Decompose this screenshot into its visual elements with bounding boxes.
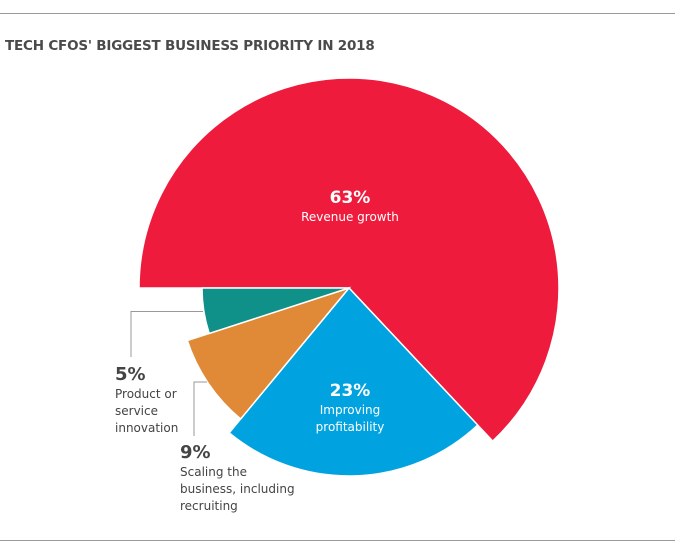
value-label: 9% (180, 442, 211, 463)
value-label: 63% (329, 188, 371, 208)
top-rule (0, 13, 675, 14)
value-label: 5% (115, 364, 146, 385)
leader-line-product-innovation (130, 311, 203, 357)
label-revenue-growth: 63% Revenue growth (290, 187, 410, 226)
category-label: Product or service innovation (115, 387, 179, 435)
pie-slice-improving-profitability (228, 286, 479, 477)
category-label: Improving profitability (315, 403, 385, 434)
label-scaling: 9% Scaling the business, including recru… (180, 442, 305, 515)
bottom-rule (0, 540, 675, 541)
label-product-innovation: 5% Product or service innovation (115, 364, 190, 437)
pie-slice-scaling-the-business-including-recruiting (186, 286, 352, 421)
label-improving-profitability: 23% Improving profitability (305, 380, 395, 436)
leader-line-scaling (193, 381, 207, 436)
pie-slice-revenue-growth (138, 77, 560, 443)
value-label: 23% (329, 381, 371, 401)
category-label: Revenue growth (301, 210, 399, 224)
category-label: Scaling the business, including recruiti… (180, 465, 295, 513)
chart-title: TECH CFOS' BIGGEST BUSINESS PRIORITY IN … (5, 38, 375, 54)
pie-slice-product-or-service-innovation (201, 287, 350, 335)
